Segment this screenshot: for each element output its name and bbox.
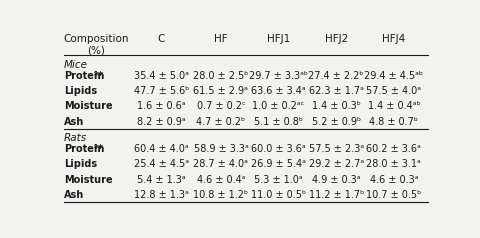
- Text: Protein: Protein: [64, 144, 104, 154]
- Text: 10.8 ± 1.2ᵇ: 10.8 ± 1.2ᵇ: [193, 189, 249, 199]
- Text: Moisture: Moisture: [64, 174, 112, 184]
- Text: **: **: [94, 144, 104, 154]
- Text: 4.9 ± 0.3ᵃ: 4.9 ± 0.3ᵃ: [312, 174, 360, 184]
- Text: 11.0 ± 0.5ᵇ: 11.0 ± 0.5ᵇ: [251, 189, 306, 199]
- Text: Moisture: Moisture: [64, 101, 112, 111]
- Text: 29.2 ± 2.7ᵃ: 29.2 ± 2.7ᵃ: [309, 159, 364, 169]
- Text: Ash: Ash: [64, 189, 84, 199]
- Text: Composition
(%): Composition (%): [64, 34, 129, 56]
- Text: 60.2 ± 3.6ᵃ: 60.2 ± 3.6ᵃ: [367, 144, 421, 154]
- Text: Protein: Protein: [64, 71, 104, 81]
- Text: HFJ2: HFJ2: [324, 34, 348, 44]
- Text: HF: HF: [214, 34, 228, 44]
- Text: 1.4 ± 0.4ᵃᵇ: 1.4 ± 0.4ᵃᵇ: [368, 101, 420, 111]
- Text: HFJ1: HFJ1: [267, 34, 290, 44]
- Text: 60.4 ± 4.0ᵃ: 60.4 ± 4.0ᵃ: [134, 144, 189, 154]
- Text: 10.7 ± 0.5ᵇ: 10.7 ± 0.5ᵇ: [366, 189, 421, 199]
- Text: 25.4 ± 4.5ᵃ: 25.4 ± 4.5ᵃ: [134, 159, 189, 169]
- Text: 4.7 ± 0.2ᵇ: 4.7 ± 0.2ᵇ: [196, 117, 245, 127]
- Text: Mice: Mice: [64, 60, 88, 70]
- Text: Ash: Ash: [64, 117, 84, 127]
- Text: 27.4 ± 2.2ᵇ: 27.4 ± 2.2ᵇ: [309, 71, 364, 81]
- Text: 61.5 ± 2.9ᵃ: 61.5 ± 2.9ᵃ: [193, 86, 248, 96]
- Text: 1.6 ± 0.6ᵃ: 1.6 ± 0.6ᵃ: [137, 101, 186, 111]
- Text: 28.0 ± 3.1ᵃ: 28.0 ± 3.1ᵃ: [367, 159, 421, 169]
- Text: **: **: [94, 71, 104, 81]
- Text: 29.7 ± 3.3ᵃᵇ: 29.7 ± 3.3ᵃᵇ: [249, 71, 308, 81]
- Text: Rats: Rats: [64, 133, 87, 143]
- Text: 58.9 ± 3.3ᵃ: 58.9 ± 3.3ᵃ: [193, 144, 248, 154]
- Text: 28.7 ± 4.0ᵃ: 28.7 ± 4.0ᵃ: [193, 159, 248, 169]
- Text: 4.6 ± 0.4ᵃ: 4.6 ± 0.4ᵃ: [197, 174, 245, 184]
- Text: 1.4 ± 0.3ᵇ: 1.4 ± 0.3ᵇ: [312, 101, 360, 111]
- Text: 60.0 ± 3.6ᵃ: 60.0 ± 3.6ᵃ: [251, 144, 306, 154]
- Text: 11.2 ± 1.7ᵇ: 11.2 ± 1.7ᵇ: [309, 189, 364, 199]
- Text: 29.4 ± 4.5ᵃᵇ: 29.4 ± 4.5ᵃᵇ: [364, 71, 423, 81]
- Text: 0.7 ± 0.2ᶜ: 0.7 ± 0.2ᶜ: [197, 101, 245, 111]
- Text: 26.9 ± 5.4ᵃ: 26.9 ± 5.4ᵃ: [251, 159, 306, 169]
- Text: 28.0 ± 2.5ᵇ: 28.0 ± 2.5ᵇ: [193, 71, 249, 81]
- Text: Lipids: Lipids: [64, 86, 97, 96]
- Text: 63.6 ± 3.4ᵃ: 63.6 ± 3.4ᵃ: [251, 86, 306, 96]
- Text: HFJ4: HFJ4: [382, 34, 406, 44]
- Text: 5.3 ± 1.0ᵃ: 5.3 ± 1.0ᵃ: [254, 174, 303, 184]
- Text: 8.2 ± 0.9ᵃ: 8.2 ± 0.9ᵃ: [137, 117, 186, 127]
- Text: 12.8 ± 1.3ᵃ: 12.8 ± 1.3ᵃ: [134, 189, 189, 199]
- Text: 57.5 ± 4.0ᵃ: 57.5 ± 4.0ᵃ: [366, 86, 421, 96]
- Text: Lipids: Lipids: [64, 159, 97, 169]
- Text: 35.4 ± 5.0ᵃ: 35.4 ± 5.0ᵃ: [134, 71, 189, 81]
- Text: 5.4 ± 1.3ᵃ: 5.4 ± 1.3ᵃ: [137, 174, 186, 184]
- Text: C: C: [158, 34, 165, 44]
- Text: 57.5 ± 2.3ᵃ: 57.5 ± 2.3ᵃ: [309, 144, 364, 154]
- Text: 62.3 ± 1.7ᵃ: 62.3 ± 1.7ᵃ: [309, 86, 364, 96]
- Text: 4.6 ± 0.3ᵃ: 4.6 ± 0.3ᵃ: [370, 174, 418, 184]
- Text: 47.7 ± 5.6ᵇ: 47.7 ± 5.6ᵇ: [134, 86, 189, 96]
- Text: 1.0 ± 0.2ᵃᶜ: 1.0 ± 0.2ᵃᶜ: [252, 101, 305, 111]
- Text: 5.1 ± 0.8ᵇ: 5.1 ± 0.8ᵇ: [254, 117, 303, 127]
- Text: 4.8 ± 0.7ᵇ: 4.8 ± 0.7ᵇ: [370, 117, 419, 127]
- Text: 5.2 ± 0.9ᵇ: 5.2 ± 0.9ᵇ: [312, 117, 361, 127]
